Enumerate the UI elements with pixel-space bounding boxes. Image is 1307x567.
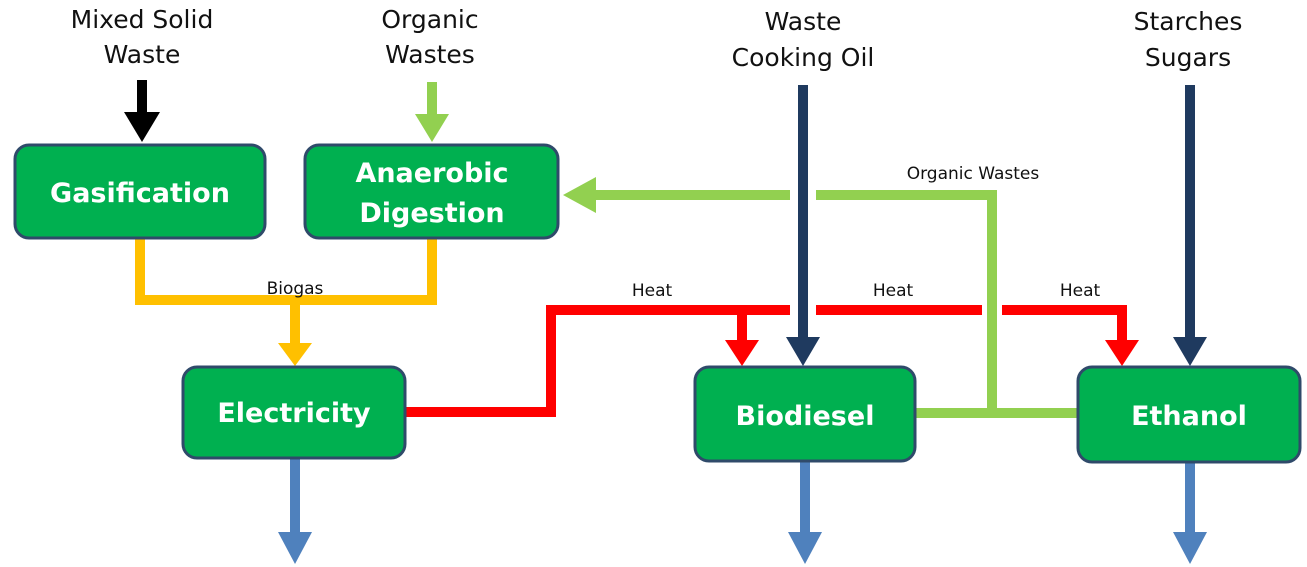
node-label: Digestion <box>359 198 504 229</box>
arrowhead <box>124 112 160 142</box>
heat-line <box>1002 305 1127 343</box>
input-label: Wastes <box>385 40 475 69</box>
node-box <box>181 365 407 460</box>
node-box <box>303 143 560 240</box>
arrowhead <box>278 532 312 564</box>
node-box <box>1076 365 1302 464</box>
arrowhead <box>1173 532 1207 564</box>
arrowhead <box>1173 337 1207 366</box>
arrowhead <box>563 177 596 213</box>
input-label: Sugars <box>1145 43 1231 72</box>
arrowhead <box>1105 340 1139 366</box>
node-box <box>13 143 267 240</box>
arrowhead <box>725 340 759 366</box>
edge-label: Heat <box>632 281 673 301</box>
node-label: Gasification <box>50 178 230 209</box>
node-box <box>693 365 917 463</box>
edge-label: Biogas <box>267 279 324 299</box>
arrowhead <box>788 532 822 564</box>
biogas-line <box>135 238 437 305</box>
input-label: Cooking Oil <box>732 43 875 72</box>
edge-label: Organic Wastes <box>907 164 1040 184</box>
input-label: Waste <box>104 40 181 69</box>
node-label: Anaerobic <box>355 158 508 189</box>
input-label: Starches <box>1134 7 1243 36</box>
edge-label: Heat <box>1060 281 1101 301</box>
node-label: Ethanol <box>1131 401 1247 432</box>
node-label: Biodiesel <box>736 401 875 432</box>
arrowhead <box>278 343 312 366</box>
input-label: Organic <box>381 5 478 34</box>
arrowhead <box>415 114 449 142</box>
node-label: Electricity <box>217 398 371 429</box>
organic-line <box>816 190 997 413</box>
edge-label: Heat <box>873 281 914 301</box>
heat-line <box>405 305 790 417</box>
arrowhead <box>786 337 820 366</box>
input-label: Mixed Solid <box>71 5 214 34</box>
input-label: Waste <box>765 7 842 36</box>
